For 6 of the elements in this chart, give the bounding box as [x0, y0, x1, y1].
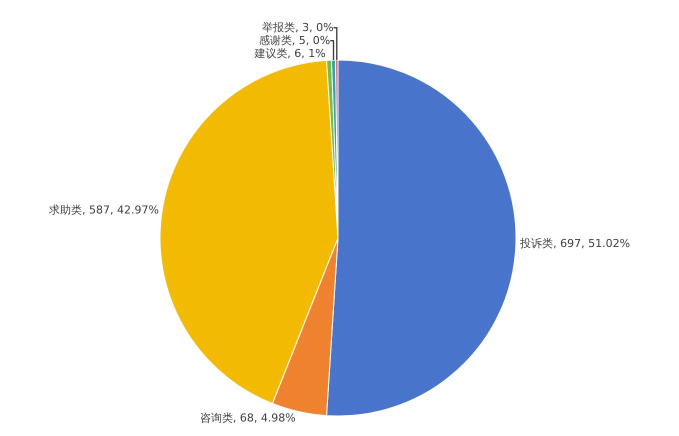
slice-label: 建议类, 6, 1% [253, 47, 326, 60]
slice-label: 举报类, 3, 0% [262, 21, 334, 34]
slice-label: 感谢类, 5, 0% [258, 34, 330, 48]
slice-label: 投诉类, 697, 51.02% [519, 237, 630, 250]
slice-label: 求助类, 587, 42.97% [48, 204, 159, 217]
slice-label: 咨询类, 68, 4.98% [200, 411, 296, 424]
